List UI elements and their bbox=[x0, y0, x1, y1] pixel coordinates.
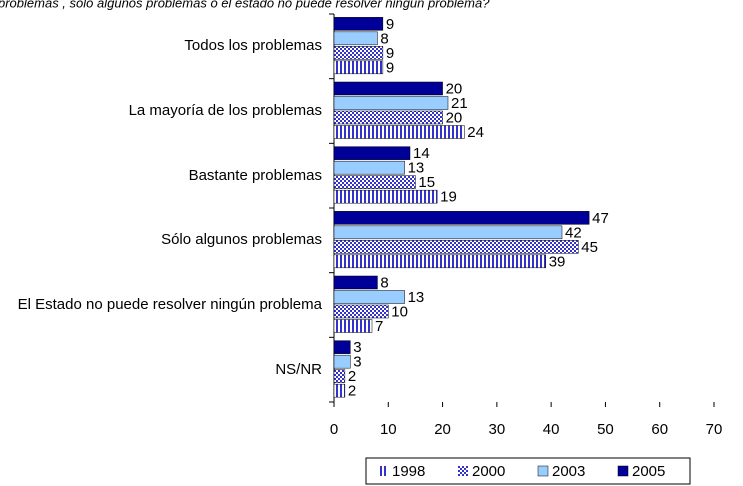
chart-title: problemas , sólo algunos problemas o el … bbox=[0, 0, 490, 10]
legend-label: 2005 bbox=[632, 463, 665, 480]
legend-box bbox=[365, 457, 691, 485]
bar bbox=[333, 96, 449, 110]
data-label: 2 bbox=[348, 368, 356, 385]
bar bbox=[333, 383, 346, 398]
bar bbox=[333, 175, 416, 189]
y-tick-label: La mayoría de los problemas bbox=[128, 102, 322, 119]
bar bbox=[333, 81, 443, 96]
bar bbox=[333, 319, 373, 333]
x-tick-label: 40 bbox=[543, 421, 560, 438]
data-label: 7 bbox=[375, 318, 383, 335]
bar bbox=[333, 240, 579, 254]
data-label: 47 bbox=[592, 210, 609, 227]
data-label: 8 bbox=[380, 274, 388, 291]
data-label: 24 bbox=[467, 124, 484, 141]
bar bbox=[333, 60, 384, 75]
data-label: 3 bbox=[353, 339, 361, 356]
data-label: 39 bbox=[549, 253, 566, 270]
legend-swatch bbox=[537, 465, 549, 477]
data-label: 9 bbox=[386, 45, 394, 62]
legend-swatch bbox=[458, 466, 468, 476]
x-tick-label: 0 bbox=[330, 421, 338, 438]
legend-swatch bbox=[617, 465, 629, 477]
data-label: 3 bbox=[353, 354, 361, 371]
x-tick-label: 50 bbox=[597, 421, 614, 438]
data-label: 14 bbox=[413, 145, 430, 162]
legend-label: 1998 bbox=[392, 463, 425, 480]
x-tick-label: 10 bbox=[380, 421, 397, 438]
data-label: 10 bbox=[391, 303, 408, 320]
data-label: 45 bbox=[581, 239, 598, 256]
data-label: 8 bbox=[380, 30, 388, 47]
legend-swatch bbox=[378, 466, 388, 476]
data-label: 19 bbox=[440, 189, 457, 206]
x-tick-label: 30 bbox=[489, 421, 506, 438]
bar bbox=[333, 146, 411, 160]
bar bbox=[333, 110, 443, 125]
y-tick-label: El Estado no puede resolver ningún probl… bbox=[17, 296, 322, 313]
bar bbox=[333, 275, 378, 290]
data-label: 42 bbox=[565, 224, 582, 241]
x-tick-label: 20 bbox=[434, 421, 451, 438]
bar bbox=[333, 354, 351, 369]
data-label: 9 bbox=[386, 59, 394, 76]
data-label: 21 bbox=[451, 95, 468, 112]
y-tick-label: Sólo algunos problemas bbox=[161, 231, 322, 249]
bar bbox=[333, 31, 378, 46]
y-tick-label: NS/NR bbox=[275, 360, 322, 378]
bar bbox=[333, 304, 389, 319]
bar bbox=[333, 46, 384, 60]
legend-label: 2003 bbox=[552, 463, 585, 480]
bar bbox=[333, 211, 590, 225]
y-tick-label: Bastante problemas bbox=[188, 166, 322, 184]
y-tick-label: Todos los problemas bbox=[184, 37, 322, 55]
data-label: 20 bbox=[446, 109, 463, 126]
x-tick-label: 60 bbox=[651, 421, 668, 438]
data-label: 2 bbox=[348, 383, 356, 400]
bar bbox=[333, 17, 384, 31]
legend-label: 2000 bbox=[472, 463, 505, 480]
data-label: 15 bbox=[418, 174, 435, 191]
bar bbox=[333, 225, 563, 240]
bar bbox=[333, 160, 405, 175]
bar bbox=[333, 254, 546, 269]
data-label: 13 bbox=[408, 289, 425, 306]
x-tick-label: 70 bbox=[706, 421, 723, 438]
data-label: 20 bbox=[446, 80, 463, 97]
bar bbox=[333, 125, 465, 139]
data-label: 13 bbox=[408, 160, 425, 177]
data-label: 9 bbox=[386, 16, 394, 33]
bar bbox=[333, 189, 438, 204]
bar bbox=[333, 369, 346, 383]
bar bbox=[333, 290, 405, 304]
bar bbox=[333, 340, 351, 354]
